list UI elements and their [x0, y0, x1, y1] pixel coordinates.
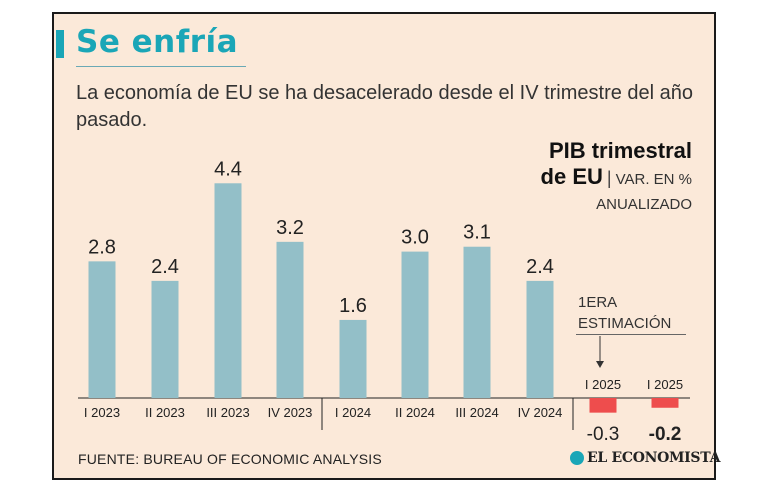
bar-5	[401, 251, 429, 398]
bar-7	[526, 280, 554, 398]
value-label-5: 3.0	[401, 227, 429, 249]
estimate-note: 1ERA ESTIMACIÓN	[578, 292, 671, 334]
brand-logo-text: EL ECONOMISTA	[587, 450, 721, 466]
value-label-8: -0.3	[587, 424, 620, 445]
bar-6	[463, 246, 491, 398]
category-label-5: II 2024	[395, 405, 435, 420]
legend-line-3: ANUALIZADO	[596, 196, 692, 213]
category-label-4: I 2024	[335, 405, 371, 420]
estimate-note-underline	[576, 334, 686, 335]
estimate-pointer-arrow	[596, 361, 604, 368]
legend-line-1: PIB trimestral	[548, 138, 692, 163]
source-note: FUENTE: BUREAU OF ECONOMIC ANALYSIS	[78, 451, 382, 467]
bar-8	[589, 398, 617, 413]
title-accent-bar	[56, 30, 64, 58]
bar-3	[276, 241, 304, 398]
chart-subtitle: La economía de EU se ha desacelerado des…	[76, 82, 694, 131]
bar-9	[651, 398, 679, 408]
value-label-1: 2.4	[151, 256, 179, 278]
bar-2	[214, 183, 242, 398]
title-underline	[76, 66, 246, 67]
value-label-2: 4.4	[214, 158, 242, 180]
legend-line-2: de EU | VAR. EN %	[541, 164, 692, 190]
estimate-note-line-2: ESTIMACIÓN	[578, 315, 672, 332]
estimate-note-line-1: 1ERA	[578, 294, 618, 311]
brand-icon	[570, 451, 584, 465]
category-label-9: I 2025	[647, 377, 683, 392]
value-label-0: 2.8	[88, 236, 116, 258]
category-label-0: I 2023	[84, 405, 120, 420]
value-label-4: 1.6	[339, 295, 367, 317]
bar-0	[88, 261, 116, 398]
value-label-3: 3.2	[276, 217, 304, 239]
value-label-9: -0.2	[649, 424, 682, 445]
value-label-6: 3.1	[463, 222, 491, 244]
legend-separator: |	[606, 168, 612, 188]
category-label-8: I 2025	[585, 377, 621, 392]
category-label-3: IV 2023	[268, 405, 313, 420]
category-label-1: II 2023	[145, 405, 185, 420]
bar-4	[339, 319, 367, 398]
category-label-7: IV 2024	[518, 405, 563, 420]
chart-title: Se enfría	[76, 24, 239, 60]
legend-line-2-bold: de EU	[540, 164, 603, 189]
category-label-6: III 2024	[455, 405, 498, 420]
legend-line-2-small: VAR. EN %	[615, 171, 692, 188]
value-label-7: 2.4	[526, 256, 554, 278]
category-label-2: III 2023	[206, 405, 249, 420]
brand-logo: EL ECONOMISTA	[570, 450, 720, 466]
bar-1	[151, 280, 179, 398]
